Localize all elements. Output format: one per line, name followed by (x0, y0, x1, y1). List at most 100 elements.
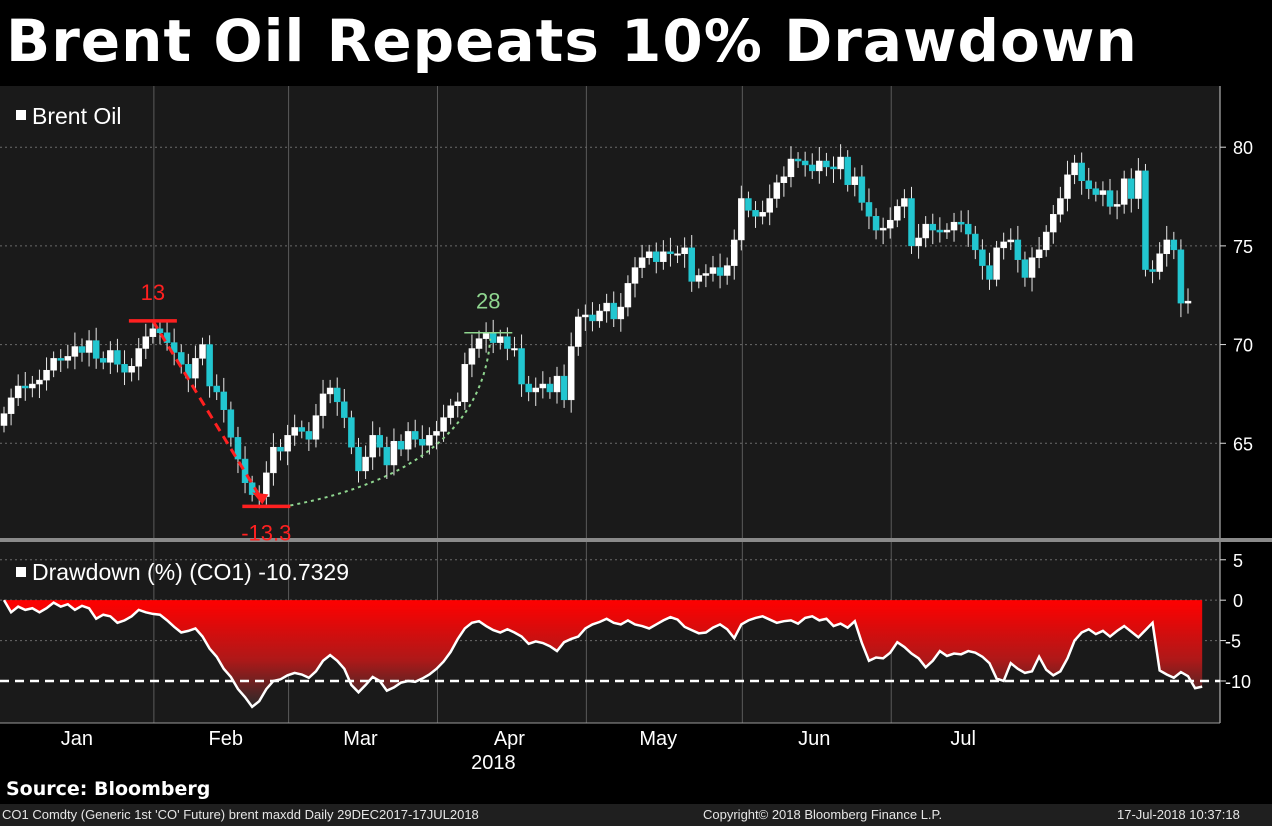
candle-up (440, 417, 447, 432)
candle-up (326, 387, 334, 395)
panel-divider (0, 538, 1272, 542)
candle-up (433, 431, 440, 436)
candle-down (936, 229, 944, 233)
candle-up (135, 348, 142, 367)
candle-up (29, 383, 36, 389)
candle-up (596, 310, 603, 322)
candle-up (454, 401, 461, 407)
candle-down (376, 435, 384, 448)
price-tick-label: 80 (1233, 138, 1253, 158)
candle-down (504, 336, 511, 349)
candle-up (922, 223, 929, 239)
trough-label: -13.3 (241, 520, 291, 545)
candle-up (660, 251, 667, 262)
candle-down (1078, 162, 1085, 181)
candle-down (525, 383, 532, 393)
candle-up (631, 267, 639, 284)
candle-up (1135, 170, 1142, 199)
candle-down (745, 198, 752, 211)
drawdown-tick-label: 5 (1233, 551, 1243, 571)
candle-down (865, 202, 873, 217)
candle-up (886, 219, 894, 229)
candle-up (766, 198, 773, 213)
candle-down (979, 249, 986, 266)
candle-down (808, 164, 816, 172)
candle-down (872, 216, 880, 231)
candle-down (411, 431, 419, 440)
footer-copyright: Copyright© 2018 Bloomberg Finance L.P. (703, 807, 943, 822)
candle-down (858, 176, 866, 203)
candle-down (908, 198, 915, 247)
candle-down (560, 375, 568, 401)
candle-down (333, 387, 341, 403)
drawdown-tick-label: -5 (1225, 632, 1241, 652)
chart-canvas: 65 70 75 80 5 0 -5 -10 13 -13.3 28 Brent Oil Drawdow… (0, 86, 1272, 774)
candle-down (830, 166, 837, 170)
candle-down (298, 427, 306, 432)
candle-up (362, 456, 369, 472)
candle-up (851, 176, 859, 185)
candle-up (43, 369, 50, 381)
candle-up (199, 344, 206, 359)
candle-up (390, 441, 398, 466)
candle-up (624, 283, 632, 308)
candle-up (738, 198, 745, 241)
candle-down (355, 446, 362, 472)
candle-up (1113, 204, 1121, 207)
candle-up (50, 358, 57, 371)
candle-up (291, 427, 298, 436)
candle-down (546, 383, 554, 393)
candle-down (801, 160, 809, 166)
drawdown-arrow-line (151, 320, 264, 502)
x-year-label: 2018 (471, 752, 516, 774)
candle-up (879, 227, 887, 231)
candle-down (823, 160, 830, 168)
candle-up (780, 176, 788, 183)
candle-up (674, 253, 681, 256)
price-panel (0, 86, 1220, 538)
candle-up (1099, 190, 1107, 195)
candle-up (1071, 162, 1078, 176)
candle-down (1170, 239, 1178, 251)
candle-down (688, 247, 695, 282)
drawdown-tick-label: 0 (1233, 591, 1243, 611)
candle-up (1035, 249, 1043, 258)
candle-down (964, 223, 972, 235)
candle-up (0, 413, 8, 426)
candle-up (617, 306, 625, 320)
candle-up (85, 340, 93, 353)
candle-up (142, 336, 150, 349)
candle-up (993, 247, 1000, 280)
x-tick-label: Jul (950, 728, 976, 750)
candle-up (702, 273, 710, 276)
candle-up (14, 385, 22, 399)
candle-down (972, 233, 979, 251)
drawdown-area (4, 600, 1203, 707)
candle-down (383, 446, 391, 466)
footer-bar: CO1 Comdty (Generic 1st 'CO' Future) bre… (0, 804, 1272, 826)
source-label: Source: Bloomberg (6, 778, 211, 800)
candle-up (532, 387, 539, 393)
candle-up (915, 237, 922, 247)
candle-down (277, 446, 284, 452)
candle-down (206, 344, 213, 387)
candle-down (1177, 249, 1185, 304)
candle-up (149, 328, 157, 337)
candle-down (220, 391, 228, 410)
candle-down (589, 314, 596, 322)
candle-up (468, 348, 476, 365)
candle-down (92, 340, 100, 359)
candle-up (1057, 198, 1064, 215)
candle-up (1184, 300, 1192, 304)
candle-up (1042, 231, 1050, 251)
candle-down (957, 221, 965, 225)
x-tick-label: Mar (343, 728, 378, 750)
candle-up (128, 366, 135, 373)
candle-up (773, 182, 781, 199)
candle-up (1120, 178, 1128, 205)
x-tick-label: Feb (209, 728, 243, 750)
candle-up (1007, 239, 1015, 243)
candle-down (234, 437, 242, 460)
x-tick-label: Apr (494, 728, 525, 750)
recovery-label: 28 (476, 289, 500, 314)
